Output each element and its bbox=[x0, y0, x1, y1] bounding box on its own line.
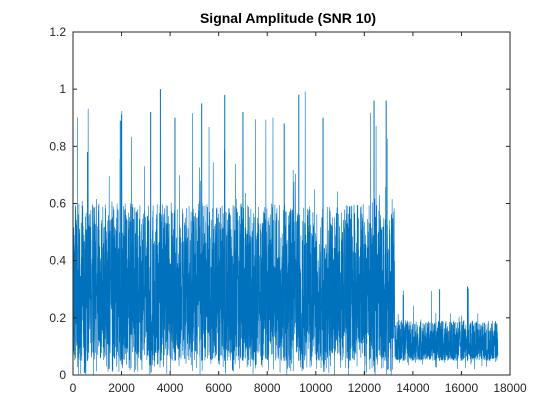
y-tick-label: 0.8 bbox=[49, 139, 66, 153]
y-tick-label: 1 bbox=[59, 82, 66, 96]
x-tick-label: 16000 bbox=[445, 381, 479, 395]
x-tick-label: 18000 bbox=[493, 381, 527, 395]
chart-title: Signal Amplitude (SNR 10) bbox=[200, 10, 376, 26]
y-tick-label: 0.2 bbox=[49, 311, 66, 325]
x-tick-label: 4000 bbox=[157, 381, 184, 395]
x-tick-label: 6000 bbox=[205, 381, 232, 395]
y-tick-label: 0.6 bbox=[49, 197, 66, 211]
x-tick-label: 0 bbox=[70, 381, 77, 395]
x-axis: 0 2000 4000 6000 8000 10000 12000 14000 16000 180… bbox=[70, 32, 527, 395]
signal-line bbox=[72, 91, 499, 375]
y-tick-label: 0 bbox=[59, 368, 66, 382]
x-tick-label: 14000 bbox=[396, 381, 430, 395]
y-tick-label: 1.2 bbox=[49, 25, 66, 39]
y-tick-label: 0.4 bbox=[49, 254, 66, 268]
y-axis: 0 0.2 0.4 0.6 0.8 1 1.2 bbox=[49, 25, 510, 382]
x-tick-label: 12000 bbox=[348, 381, 382, 395]
x-tick-label: 8000 bbox=[254, 381, 281, 395]
signal-series bbox=[72, 89, 499, 375]
x-tick-label: 2000 bbox=[108, 381, 135, 395]
x-tick-label: 10000 bbox=[299, 381, 333, 395]
